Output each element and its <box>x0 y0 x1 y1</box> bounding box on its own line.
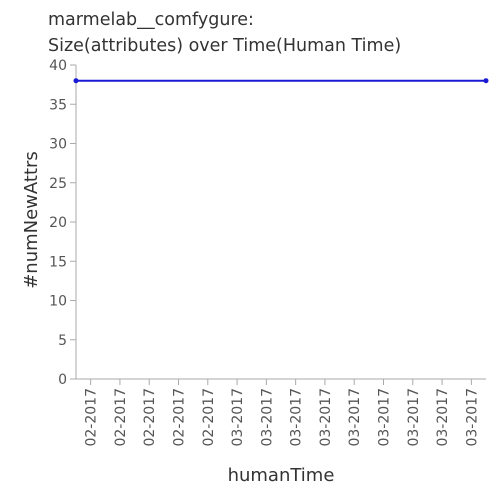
x-tick-label: 03-2017 <box>289 388 305 447</box>
x-tick-label: 02-2017 <box>113 388 129 447</box>
chart-title-line-2: Size(attributes) over Time(Human Time) <box>48 36 402 56</box>
x-tick-label: 03-2017 <box>347 388 363 447</box>
y-tick-label: 10 <box>49 294 67 310</box>
data-point <box>73 78 79 84</box>
x-tick-label: 02-2017 <box>84 388 100 447</box>
y-tick-label: 20 <box>49 215 67 231</box>
x-axis: 02-2017 02-2017 02-2017 02-2017 02-2017 03-20… <box>76 378 486 447</box>
chart-title-line-1: marmelab__comfygure: <box>48 10 254 30</box>
x-tick-label: 02-2017 <box>172 388 188 447</box>
y-tick-label: 0 <box>58 372 67 388</box>
x-tick-label: 03-2017 <box>377 388 393 447</box>
y-tick-label: 30 <box>49 137 67 153</box>
y-tick-label: 25 <box>49 176 67 192</box>
x-tick-label: 03-2017 <box>435 388 451 447</box>
series-layer <box>73 78 489 84</box>
x-tick-label: 03-2017 <box>406 388 422 447</box>
y-axis-label: #numNewAttrs <box>21 151 42 289</box>
chart-title: marmelab__comfygure: Size(attributes) ov… <box>48 7 401 59</box>
x-axis-label: humanTime <box>228 465 335 486</box>
x-tick-label: 03-2017 <box>259 388 275 447</box>
y-tick-label: 5 <box>58 333 67 349</box>
y-tick-label: 35 <box>49 97 67 113</box>
y-tick-label: 40 <box>49 58 67 74</box>
y-axis: 0 5 10 15 20 25 30 35 40 <box>49 58 77 388</box>
x-tick-label: 03-2017 <box>230 388 246 447</box>
x-tick-label: 02-2017 <box>142 388 158 447</box>
x-tick-label: 02-2017 <box>201 388 217 447</box>
x-tick-label: 03-2017 <box>464 388 480 447</box>
data-point <box>483 78 489 84</box>
x-tick-label: 03-2017 <box>318 388 334 447</box>
y-tick-label: 15 <box>49 254 67 270</box>
